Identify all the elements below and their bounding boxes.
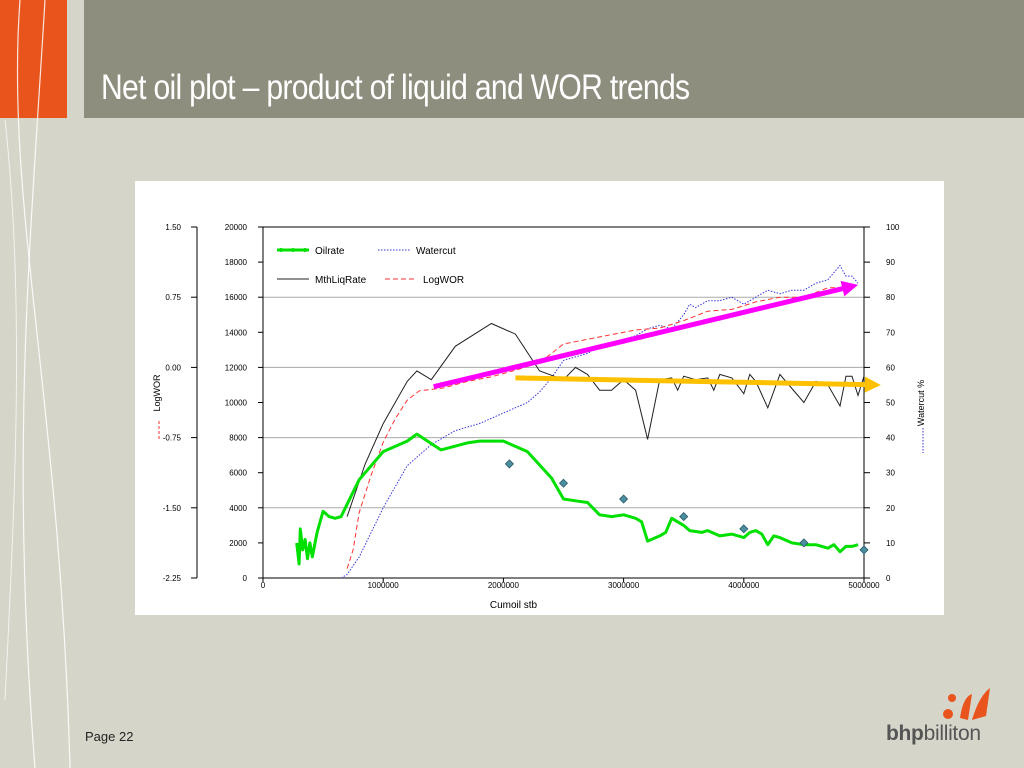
left-axis-tick-label: 2000 <box>229 539 247 548</box>
right-axis-tick-label: 80 <box>886 293 895 302</box>
legend-marker <box>291 248 295 252</box>
legend-marker <box>303 248 307 252</box>
x-axis-tick-label: 2000000 <box>488 581 520 590</box>
logwor-axis-tick-label: -2.25 <box>163 574 182 583</box>
right-axis-tick-label: 50 <box>886 399 895 408</box>
right-axis-tick-label: 90 <box>886 258 895 267</box>
right-axis-tick-label: 10 <box>886 539 895 548</box>
net-oil-chart: 0200040006000800010000120001400016000180… <box>152 223 926 611</box>
left-axis-tick-label: 6000 <box>229 469 247 478</box>
series-watercut <box>340 264 859 579</box>
company-logo: bhpbilliton <box>886 686 996 748</box>
x-axis-title: Cumoil stb <box>490 600 538 611</box>
right-axis-title: Watercut % <box>916 380 926 426</box>
page-number: Page 22 <box>85 729 134 744</box>
x-axis-tick-label: 1000000 <box>368 581 400 590</box>
left-axis-tick-label: 12000 <box>225 363 248 372</box>
left-axis-tick-label: 10000 <box>225 399 248 408</box>
logwor-axis-tick-label: 0.75 <box>165 293 181 302</box>
x-axis-tick-label: 5000000 <box>848 581 880 590</box>
logwor-axis-tick-label: 1.50 <box>165 223 181 232</box>
logo-mark-icon <box>943 688 990 720</box>
logwor-axis-tick-label: -1.50 <box>163 504 182 513</box>
yellow-arrow-head <box>864 376 881 393</box>
legend-marker <box>279 248 283 252</box>
magenta-arrow-head <box>840 280 858 297</box>
magenta-arrow-shaft <box>433 286 844 390</box>
right-axis-tick-label: 60 <box>886 363 895 372</box>
series-mthliqrate <box>346 322 865 517</box>
diamond-marker <box>619 494 629 504</box>
x-axis-tick-label: 4000000 <box>728 581 760 590</box>
left-axis-tick-label: 4000 <box>229 504 247 513</box>
x-axis-tick-label: 3000000 <box>608 581 640 590</box>
logo-text-rest: billiton <box>923 722 981 745</box>
diamond-marker <box>799 538 809 548</box>
left-axis-tick-label: 14000 <box>225 328 248 337</box>
series-logwor <box>346 287 852 569</box>
logwor-axis-tick-label: 0.00 <box>165 363 181 372</box>
accent-block <box>0 0 67 118</box>
right-axis-tick-label: 20 <box>886 504 895 513</box>
legend-label: Watercut <box>416 246 456 257</box>
right-axis-tick-label: 40 <box>886 434 895 443</box>
diamond-marker <box>679 512 689 522</box>
diamond-marker <box>859 545 869 555</box>
logo-text-bold: bhp <box>886 722 924 745</box>
diamond-marker <box>504 459 514 469</box>
logwor-axis-title: LogWOR <box>152 374 162 412</box>
header-bar <box>84 0 1024 118</box>
logwor-axis-tick-label: -0.75 <box>163 434 182 443</box>
right-axis-tick-label: 30 <box>886 469 895 478</box>
left-axis-tick-label: 16000 <box>225 293 248 302</box>
slide-title: Net oil plot – product of liquid and WOR… <box>101 68 690 107</box>
decorative-lines <box>4 0 71 768</box>
left-axis-tick-label: 0 <box>243 574 248 583</box>
legend-label: LogWOR <box>423 275 464 286</box>
x-axis-tick-label: 0 <box>261 581 266 590</box>
legend-label: Oilrate <box>315 246 345 257</box>
right-axis-tick-label: 0 <box>886 574 891 583</box>
left-axis-tick-label: 18000 <box>225 258 248 267</box>
diamond-marker <box>739 524 749 534</box>
right-axis-tick-label: 100 <box>886 223 900 232</box>
yellow-arrow-shaft <box>515 375 865 388</box>
logo-text: bhpbilliton <box>886 722 981 746</box>
left-axis-tick-label: 8000 <box>229 434 247 443</box>
chart-frame: 0 2000 4000 6000 8000 10000 12000 14000 16000 180… <box>135 181 944 615</box>
right-axis-tick-label: 70 <box>886 328 895 337</box>
series-oilrate <box>295 432 859 566</box>
left-axis-tick-label: 20000 <box>225 223 248 232</box>
diamond-marker <box>558 478 569 488</box>
legend-label: MthLiqRate <box>315 275 367 286</box>
